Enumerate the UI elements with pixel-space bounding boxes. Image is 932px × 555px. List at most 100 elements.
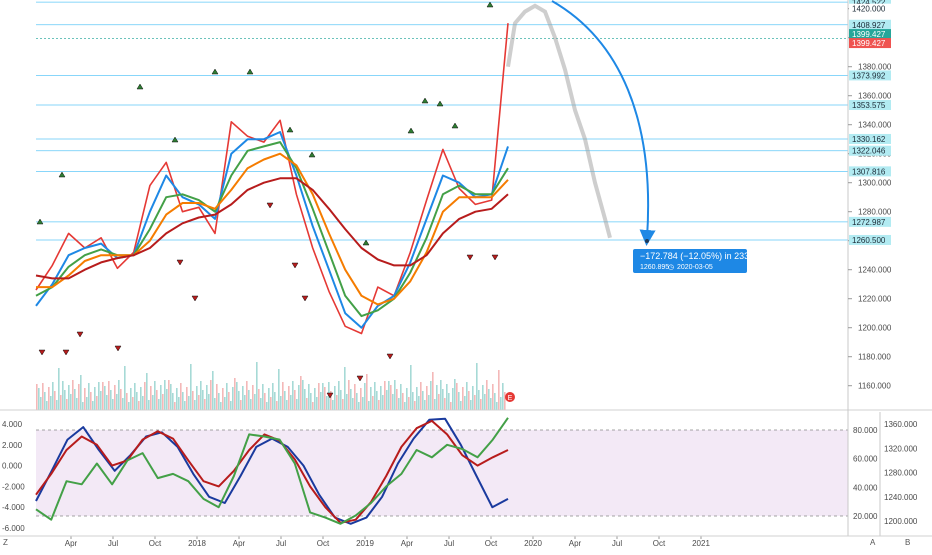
volume-bar bbox=[280, 396, 282, 410]
volume-bar bbox=[368, 401, 370, 410]
volume-bar bbox=[456, 383, 458, 410]
volume-bar bbox=[458, 392, 460, 410]
price-axis-label: 1200.000 bbox=[858, 324, 892, 333]
volume-bar bbox=[338, 381, 340, 410]
volume-bar bbox=[128, 402, 130, 410]
volume-bar bbox=[148, 400, 150, 410]
volume-bar bbox=[40, 397, 42, 410]
volume-bar bbox=[160, 385, 162, 410]
osc-left-axis-label: -6.000 bbox=[2, 524, 25, 533]
volume-bar bbox=[430, 381, 432, 410]
time-axis-label: Oct bbox=[317, 539, 330, 548]
volume-bar bbox=[168, 380, 170, 410]
volume-bar bbox=[80, 375, 82, 410]
osc-right-axis-label: 60.000 bbox=[853, 455, 878, 464]
volume-bar bbox=[182, 392, 184, 410]
volume-bar bbox=[90, 392, 92, 410]
volume-bar bbox=[270, 397, 272, 410]
volume-bar bbox=[436, 385, 438, 410]
volume-bar bbox=[364, 383, 366, 410]
main-pane[interactable] bbox=[0, 0, 848, 410]
volume-bar bbox=[332, 400, 334, 410]
volume-bar bbox=[316, 397, 318, 410]
projection-callout[interactable]: −172.784 (−12.05%) in 233d 1260.895 ◷ 20… bbox=[633, 249, 754, 273]
volume-bar bbox=[440, 380, 442, 410]
volume-bar bbox=[60, 395, 62, 410]
volume-bar bbox=[282, 382, 284, 410]
price-axis-label: 1360.000 bbox=[858, 92, 892, 101]
volume-bar bbox=[238, 391, 240, 410]
volume-bar bbox=[76, 398, 78, 410]
price-axis-label: 1300.000 bbox=[858, 179, 892, 188]
volume-bar bbox=[254, 394, 256, 410]
volume-bar bbox=[362, 397, 364, 410]
volume-bar bbox=[38, 388, 40, 410]
volume-bar bbox=[286, 400, 288, 410]
volume-bar bbox=[392, 394, 394, 410]
osc-left-axis-label: -4.000 bbox=[2, 503, 25, 512]
volume-bar bbox=[216, 384, 218, 410]
price-axis-label: 1340.000 bbox=[858, 121, 892, 130]
price-axis-label: 1180.000 bbox=[858, 353, 891, 362]
volume-bar bbox=[100, 391, 102, 410]
price-tag-label: 1307.816 bbox=[852, 167, 886, 176]
volume-bar bbox=[380, 386, 382, 410]
volume-bar bbox=[42, 383, 44, 410]
osc-left-axis-label: 2.000 bbox=[2, 441, 23, 450]
price-axis[interactable]: 1160.0001180.0001200.0001220.0001240.000… bbox=[848, 5, 892, 391]
zoom-button[interactable]: Z bbox=[3, 538, 8, 547]
price-tag-label: 1408.927 bbox=[852, 21, 886, 30]
volume-bar bbox=[256, 362, 258, 410]
volume-bar bbox=[64, 390, 66, 410]
volume-bar bbox=[454, 379, 456, 410]
price-axis-label: 1280.000 bbox=[858, 208, 892, 217]
volume-bar bbox=[214, 398, 216, 410]
volume-bar bbox=[378, 400, 380, 410]
osc-right-axis-label: 80.000 bbox=[853, 426, 878, 435]
auto-scale-button[interactable]: A bbox=[870, 538, 876, 547]
volume-bar bbox=[110, 390, 112, 410]
volume-bar bbox=[66, 399, 68, 410]
volume-bar bbox=[184, 401, 186, 410]
volume-bar bbox=[78, 384, 80, 410]
volume-bar bbox=[264, 393, 266, 410]
volume-bar bbox=[370, 387, 372, 410]
volume-bar bbox=[134, 383, 136, 410]
volume-bar bbox=[86, 397, 88, 410]
volume-bar bbox=[398, 398, 400, 410]
volume-bar bbox=[136, 392, 138, 410]
volume-bar bbox=[474, 395, 476, 410]
volume-bar bbox=[52, 382, 54, 410]
volume-bar bbox=[420, 382, 422, 410]
volume-bar bbox=[414, 401, 416, 410]
volume-bar bbox=[466, 382, 468, 410]
volume-bar bbox=[306, 398, 308, 410]
volume-bar bbox=[434, 399, 436, 410]
volume-bar bbox=[250, 399, 252, 410]
volume-bar bbox=[322, 383, 324, 410]
volume-bar bbox=[352, 398, 354, 410]
volume-bar bbox=[484, 394, 486, 410]
volume-bar bbox=[278, 369, 280, 410]
volume-bar bbox=[342, 399, 344, 410]
volume-bar bbox=[448, 393, 450, 410]
volume-bar bbox=[444, 398, 446, 410]
volume-bar bbox=[358, 402, 360, 410]
time-axis-label: 2018 bbox=[188, 539, 206, 548]
volume-bar bbox=[424, 400, 426, 410]
callout-price: 1260.895 bbox=[640, 264, 669, 271]
volume-bar bbox=[372, 396, 374, 410]
price-axis-label: 1160.000 bbox=[858, 382, 891, 391]
volume-bar bbox=[396, 389, 398, 410]
volume-bar bbox=[118, 380, 120, 410]
volume-bar bbox=[432, 372, 434, 410]
osc-scale-button[interactable]: B bbox=[905, 538, 910, 547]
volume-bar bbox=[348, 380, 350, 410]
volume-bar bbox=[228, 392, 230, 410]
volume-bar bbox=[298, 385, 300, 410]
volume-bar bbox=[384, 381, 386, 410]
volume-bar bbox=[234, 378, 236, 410]
volume-bar bbox=[210, 380, 212, 410]
